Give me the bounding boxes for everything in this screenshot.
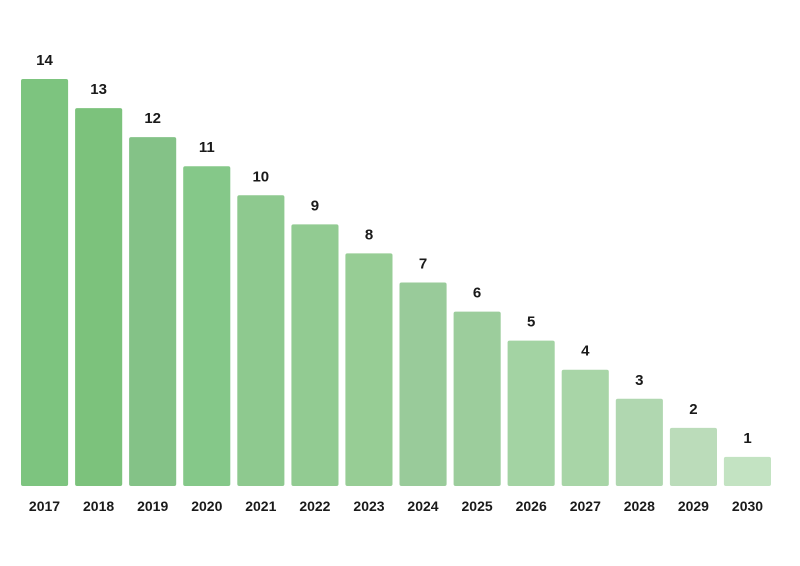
bar-2022 [291, 224, 339, 486]
value-label-2021: 10 [252, 168, 269, 185]
bar-2021 [237, 195, 285, 487]
value-label-2027: 4 [581, 343, 590, 360]
bar-2023 [345, 253, 393, 486]
x-tick-label-2025: 2025 [462, 498, 493, 514]
bar-2018 [75, 108, 123, 486]
bar-2020 [183, 166, 231, 486]
x-tick-label-2027: 2027 [570, 498, 601, 514]
value-label-2025: 6 [473, 285, 481, 302]
x-tick-label-2026: 2026 [516, 498, 547, 514]
value-label-2024: 7 [419, 256, 427, 273]
value-label-2023: 8 [365, 226, 373, 243]
bar-2026 [507, 340, 555, 486]
x-tick-labels-group: 2017 2018 2019 2020 2021 2022 2023 2024 2025 2026… [29, 498, 763, 514]
value-label-2026: 5 [527, 314, 535, 331]
x-tick-label-2022: 2022 [299, 498, 330, 514]
x-tick-label-2020: 2020 [191, 498, 222, 514]
x-tick-label-2023: 2023 [353, 498, 384, 514]
x-tick-label-2024: 2024 [407, 498, 438, 514]
bar-2019 [129, 137, 177, 486]
bar-2024 [399, 282, 447, 486]
value-label-2018: 13 [90, 81, 107, 98]
x-tick-label-2018: 2018 [83, 498, 114, 514]
bars-group [21, 79, 771, 487]
value-label-2022: 9 [311, 197, 319, 214]
value-label-2019: 12 [144, 110, 161, 127]
value-label-2029: 2 [689, 401, 697, 418]
x-tick-label-2029: 2029 [678, 498, 709, 514]
bar-2030 [723, 456, 771, 486]
value-label-2020: 11 [199, 139, 215, 156]
value-labels-group: 14 13 12 11 10 9 8 7 6 5 4 3 2 1 [36, 52, 752, 447]
bar-2025 [453, 311, 501, 486]
x-tick-label-2028: 2028 [624, 498, 655, 514]
bar-2017 [21, 79, 69, 486]
x-tick-label-2017: 2017 [29, 498, 60, 514]
bar-2027 [561, 369, 609, 486]
x-tick-label-2021: 2021 [245, 498, 276, 514]
bar-2029 [669, 427, 717, 486]
value-label-2017: 14 [36, 52, 53, 69]
x-tick-label-2019: 2019 [137, 498, 168, 514]
bar-2028 [615, 398, 663, 486]
value-label-2030: 1 [743, 430, 751, 447]
x-tick-label-2030: 2030 [732, 498, 763, 514]
value-label-2028: 3 [635, 372, 643, 389]
